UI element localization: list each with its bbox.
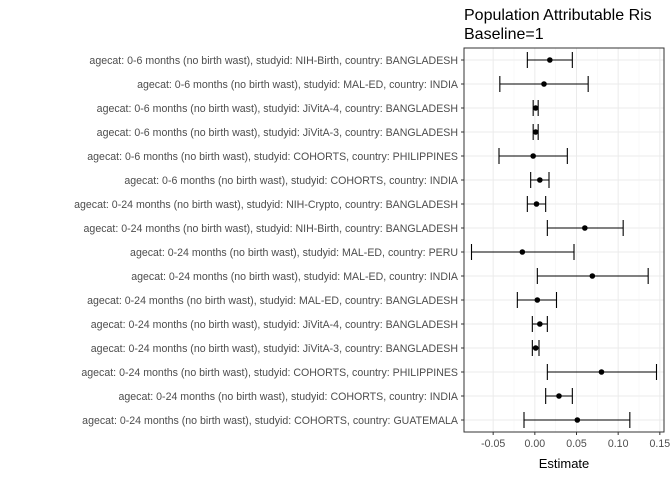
y-tick-label: agecat: 0-24 months (no birth wast), stu… <box>81 367 458 379</box>
estimate-point <box>532 129 539 135</box>
y-tick-label: agecat: 0-24 months (no birth wast), stu… <box>87 295 458 307</box>
y-tick-label: agecat: 0-24 months (no birth wast), stu… <box>91 343 458 355</box>
estimate-point <box>519 249 526 255</box>
plot-panel <box>463 47 665 433</box>
x-axis-ticks: -0.05 0.00 0.05 0.10 0.15 <box>481 432 670 450</box>
estimate-point <box>556 393 562 399</box>
y-tick-label: agecat: 0-24 months (no birth wast), stu… <box>91 319 458 331</box>
y-tick-label: agecat: 0-24 months (no birth wast), stu… <box>84 223 458 235</box>
y-tick-label: agecat: 0-6 months (no birth wast), stud… <box>97 127 458 139</box>
x-tick-label: 0.15 <box>650 438 671 450</box>
estimate-point <box>589 273 596 279</box>
estimate-point <box>532 105 539 111</box>
estimate-point <box>537 321 543 327</box>
estimate-point <box>598 369 605 375</box>
chart-title-line-1: Population Attributable Ris <box>464 7 652 24</box>
y-tick-label: agecat: 0-6 months (no birth wast), stud… <box>97 103 458 115</box>
y-tick-label: agecat: 0-6 months (no birth wast), stud… <box>137 79 459 91</box>
estimate-point <box>547 57 553 63</box>
y-tick-label: agecat: 0-6 months (no birth wast), stud… <box>124 175 459 187</box>
y-tick-label: agecat: 0-24 months (no birth wast), stu… <box>118 391 458 403</box>
y-axis-labels: agecat: 0-6 months (no birth wast), stud… <box>74 55 464 427</box>
x-tick-label: 0.10 <box>608 438 629 450</box>
estimate-point <box>537 177 543 183</box>
chart-title-line-2: Baseline=1 <box>464 26 544 43</box>
x-tick-label: 0.05 <box>566 438 587 450</box>
panel-border <box>463 47 665 433</box>
y-tick-label: agecat: 0-24 months (no birth wast), stu… <box>82 415 459 427</box>
x-tick-label: 0.00 <box>525 438 546 450</box>
estimate-point <box>582 225 588 231</box>
y-tick-label: agecat: 0-6 months (no birth wast), stud… <box>89 55 458 67</box>
estimate-point <box>530 153 536 159</box>
y-tick-label: agecat: 0-24 months (no birth wast), stu… <box>131 271 459 283</box>
y-tick-label: agecat: 0-24 months (no birth wast), stu… <box>130 247 458 259</box>
estimate-point <box>532 345 539 351</box>
y-tick-label: agecat: 0-24 months (no birth wast), stu… <box>74 199 458 211</box>
estimate-point <box>574 417 581 423</box>
x-tick-label: -0.05 <box>481 438 505 450</box>
estimate-point <box>534 297 541 303</box>
y-tick-label: agecat: 0-6 months (no birth wast), stud… <box>87 151 458 163</box>
x-axis-title: Estimate <box>539 456 590 471</box>
estimate-point <box>541 81 547 87</box>
estimate-point <box>533 201 540 207</box>
